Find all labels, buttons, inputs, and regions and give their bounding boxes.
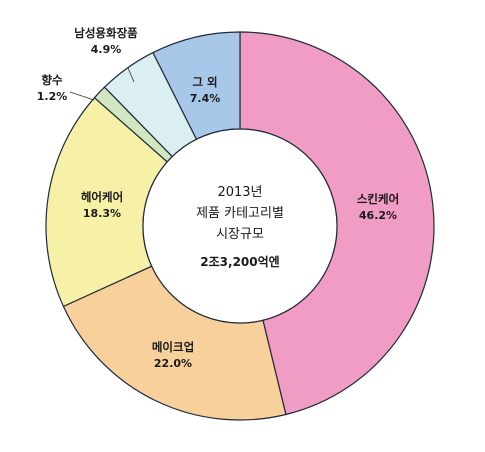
leader-line-3 [69, 91, 95, 101]
center-text: 2013년 제품 카테고리별 시장규모 2조3,200억엔 [196, 185, 284, 269]
center-total: 2조3,200억엔 [200, 254, 279, 269]
slice-value-1: 22.0% [154, 357, 192, 370]
slice-labels: 스킨케어 46.2% 메이크업 22.0% 헤어케어 18.3% 향수 1.2% 남성용화장품 4… [37, 26, 399, 370]
slice-label-5: 그 외 [192, 75, 217, 89]
slice-label-4: 남성용화장품 [74, 26, 138, 40]
slice-value-5: 7.4% [190, 92, 221, 105]
chart-slices [45, 31, 435, 421]
slice-label-2: 헤어케어 [81, 190, 123, 204]
leader-lines [69, 67, 135, 101]
slice-label-0: 스킨케어 [357, 192, 399, 206]
center-title-line-2: 제품 카테고리별 [196, 206, 284, 221]
leader-line-4 [127, 67, 135, 83]
slice-value-4: 4.9% [91, 43, 122, 56]
slice-value-0: 46.2% [359, 209, 397, 222]
center-title-line-1: 2013년 [217, 185, 262, 200]
slice-label-3: 향수 [41, 73, 63, 87]
slice-label-1: 메이크업 [152, 340, 194, 354]
center-title-line-3: 시장규모 [216, 227, 264, 242]
slice-value-3: 1.2% [37, 90, 68, 103]
slice-value-2: 18.3% [83, 207, 121, 220]
donut-hole [142, 128, 338, 324]
